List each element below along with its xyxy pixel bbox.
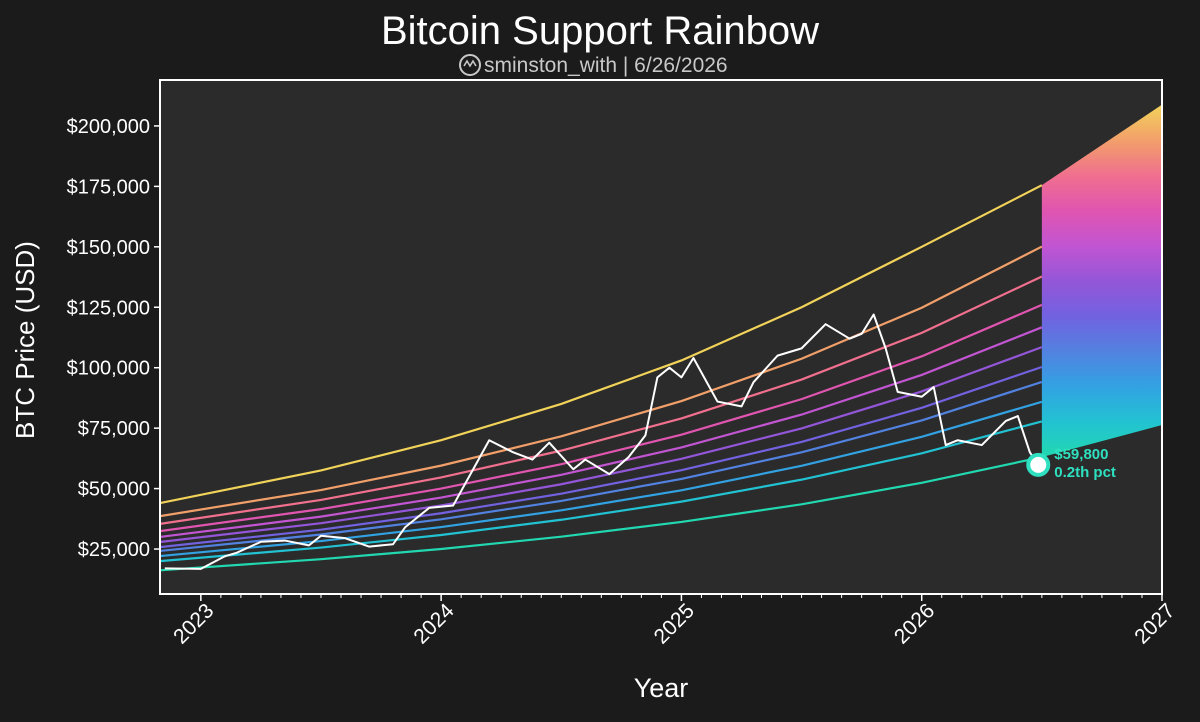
current-price-marker xyxy=(1026,452,1051,477)
x-tick-label: 2023 xyxy=(169,599,218,648)
y-tick-label: $50,000 xyxy=(78,479,150,501)
band-line xyxy=(160,346,1043,544)
band-line xyxy=(160,456,1043,572)
band-line xyxy=(160,245,1043,518)
y-tick-label: $125,000 xyxy=(67,297,150,319)
y-tick-label: $75,000 xyxy=(78,418,150,440)
y-tick-label: $200,000 xyxy=(67,116,150,138)
x-axis-label: Year xyxy=(634,673,689,703)
y-tick-label: $25,000 xyxy=(78,539,150,561)
projection-area xyxy=(1041,104,1162,458)
subtitle-icon xyxy=(459,54,481,76)
band-line xyxy=(160,420,1043,563)
y-tick-label: $150,000 xyxy=(67,237,150,259)
band-line xyxy=(160,303,1043,533)
chart-subtitle: sminston_with | 6/26/2026 xyxy=(484,54,728,77)
x-tick-label: 2026 xyxy=(890,599,939,648)
price-line xyxy=(164,313,1040,570)
chart-title: Bitcoin Support Rainbow xyxy=(381,9,819,53)
y-tick-label: $175,000 xyxy=(67,176,150,198)
band-line xyxy=(160,380,1043,553)
annotation-label: $59,800 xyxy=(1054,446,1108,463)
band-line xyxy=(160,275,1043,525)
x-tick-label: 2027 xyxy=(1130,599,1179,648)
band-line xyxy=(160,326,1043,539)
plot-area xyxy=(160,104,1162,572)
x-tick-label: 2024 xyxy=(409,599,459,649)
x-tick-label: 2025 xyxy=(650,599,699,648)
y-axis-label: BTC Price (USD) xyxy=(10,241,40,439)
band-line xyxy=(160,365,1043,549)
band-line xyxy=(160,184,1043,505)
annotation-note: 0.2th pct xyxy=(1054,464,1116,481)
y-tick-label: $100,000 xyxy=(67,358,150,380)
